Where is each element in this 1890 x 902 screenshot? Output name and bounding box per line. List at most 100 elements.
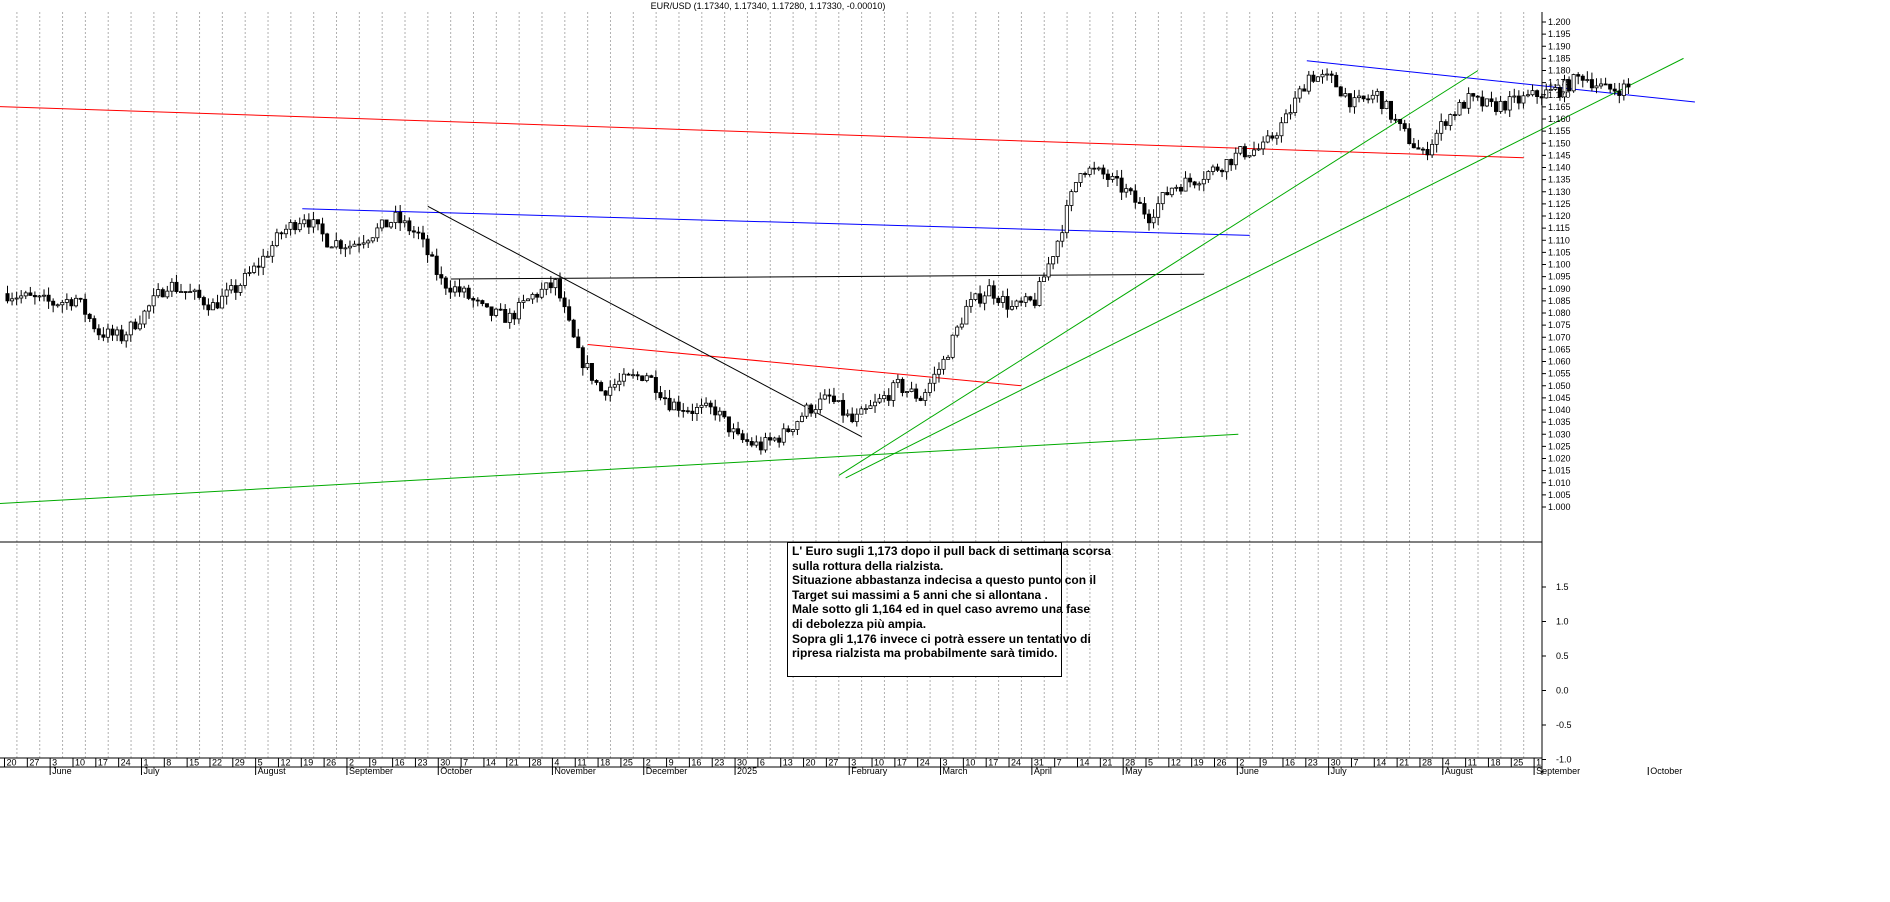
candle-body xyxy=(270,245,275,257)
x-tick-label: 21 xyxy=(509,758,519,768)
candle-body xyxy=(658,392,663,399)
candle-body xyxy=(151,295,156,307)
candle-body xyxy=(133,321,138,330)
candle-body xyxy=(306,219,311,228)
candle-body xyxy=(14,297,19,300)
x-tick-label: 16 xyxy=(1285,758,1295,768)
candle-body xyxy=(78,297,83,300)
candle-body xyxy=(457,286,462,293)
candle-body xyxy=(1443,121,1448,126)
candle-body xyxy=(1165,192,1170,196)
x-tick-label: 7 xyxy=(1353,758,1358,768)
candle-body xyxy=(1416,147,1421,150)
candle-body xyxy=(873,401,878,407)
candle-body xyxy=(1521,95,1526,104)
candle-body xyxy=(206,304,211,311)
x-tick-label: 27 xyxy=(29,758,39,768)
candle-body xyxy=(1169,187,1174,196)
x-tick-label: 5 xyxy=(1148,758,1153,768)
candle-body xyxy=(1507,96,1512,111)
x-tick-label: 23 xyxy=(417,758,427,768)
candle-body xyxy=(1252,149,1257,156)
candle-body xyxy=(439,274,444,279)
candle-body xyxy=(663,397,668,400)
month-label: October xyxy=(440,766,472,776)
candle-body xyxy=(927,382,932,393)
candle-body xyxy=(252,265,257,273)
trendline xyxy=(302,208,1250,236)
trendline xyxy=(845,57,1684,479)
candle-body xyxy=(1133,190,1138,203)
candle-body xyxy=(1516,95,1521,104)
indicator-axis: 1.5 1.0 0.5 0.0 -0.5 -1.0 xyxy=(1542,582,1572,765)
x-tick-label: 19 xyxy=(303,758,313,768)
candle-body xyxy=(320,223,325,235)
candle-body xyxy=(717,410,722,416)
x-tick-label: 7 xyxy=(1057,758,1062,768)
candle-body xyxy=(73,297,78,307)
candle-body xyxy=(740,433,745,441)
candle-body xyxy=(1411,143,1416,149)
candle-body xyxy=(105,328,110,338)
x-tick-label: 12 xyxy=(1171,758,1181,768)
candle-body xyxy=(1388,100,1393,120)
x-tick-label: 1 xyxy=(143,758,148,768)
month-label: April xyxy=(1034,766,1052,776)
candle-body xyxy=(599,382,604,392)
y-tick-label: 1.030 xyxy=(1548,429,1571,439)
indicator-tick-label: 0.5 xyxy=(1556,651,1569,661)
candle-body xyxy=(1530,90,1535,96)
candle-body xyxy=(1347,93,1352,108)
candle-body xyxy=(124,334,129,342)
candle-body xyxy=(1247,154,1252,158)
candle-body xyxy=(110,328,115,336)
candle-body xyxy=(1370,94,1375,100)
candle-body xyxy=(119,329,124,342)
x-tick-label: 14 xyxy=(486,758,496,768)
candle-body xyxy=(37,295,42,298)
candle-body xyxy=(1361,95,1366,100)
y-tick-label: 1.125 xyxy=(1548,199,1571,209)
candle-body xyxy=(708,402,713,408)
candle-body xyxy=(571,319,576,338)
x-tick-label: 3 xyxy=(851,758,856,768)
candle-body xyxy=(1206,171,1211,180)
candle-body xyxy=(1306,74,1311,92)
candle-body xyxy=(434,255,439,275)
x-tick-label: 20 xyxy=(7,758,17,768)
candle-body xyxy=(836,399,841,402)
candle-body xyxy=(1334,74,1339,88)
month-label: October xyxy=(1650,766,1682,776)
note-line: sulla rottura della rialzista. xyxy=(792,558,944,573)
x-tick-label: 3 xyxy=(943,758,948,768)
candle-body xyxy=(1452,114,1457,116)
candle-body xyxy=(192,289,197,293)
candle-body xyxy=(1407,128,1412,145)
x-tick-label: 28 xyxy=(1422,758,1432,768)
candle-body xyxy=(553,279,558,289)
y-tick-label: 1.095 xyxy=(1548,272,1571,282)
candle-body xyxy=(1032,299,1037,306)
x-tick-label: 19 xyxy=(1194,758,1204,768)
y-tick-label: 1.145 xyxy=(1548,150,1571,160)
y-tick-label: 1.025 xyxy=(1548,441,1571,451)
candle-body xyxy=(516,302,521,320)
y-tick-label: 1.090 xyxy=(1548,284,1571,294)
y-tick-label: 1.170 xyxy=(1548,90,1571,100)
candle-body xyxy=(393,211,398,223)
candle-body xyxy=(850,413,855,423)
candle-body xyxy=(978,293,983,304)
candle-body xyxy=(357,243,362,246)
candle-body xyxy=(1041,276,1046,282)
y-tick-label: 1.155 xyxy=(1548,126,1571,136)
month-label: March xyxy=(943,766,968,776)
candle-body xyxy=(1315,76,1320,82)
candle-body xyxy=(297,223,302,231)
candle-body xyxy=(361,242,366,245)
y-tick-label: 1.180 xyxy=(1548,66,1571,76)
candle-body xyxy=(882,395,887,400)
candle-body xyxy=(1147,213,1152,224)
x-tick-label: 24 xyxy=(121,758,131,768)
y-tick-label: 1.175 xyxy=(1548,78,1571,88)
month-label: February xyxy=(851,766,888,776)
